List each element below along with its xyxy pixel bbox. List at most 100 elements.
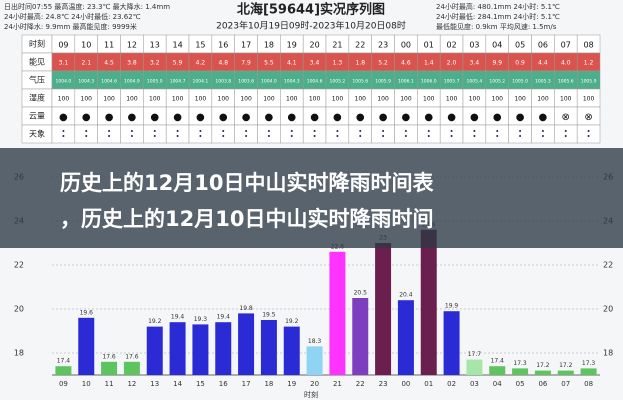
table-value: 9.9 — [492, 60, 502, 67]
table-value: 1.8 — [355, 60, 365, 67]
table-value: 03 — [469, 41, 479, 50]
x-tick-label: 13 — [150, 380, 159, 388]
table-value: 1004.1 — [193, 79, 209, 85]
table-value: 1004.7 — [170, 79, 186, 85]
table-value: 08 — [583, 41, 593, 50]
value-label: 17.3 — [513, 360, 527, 367]
table-value: 01 — [424, 41, 434, 50]
table-value: 17 — [241, 41, 251, 50]
table-value: 1005.0 — [512, 79, 528, 85]
x-tick-label: 12 — [127, 380, 136, 388]
table-value: 12 — [127, 41, 137, 50]
weather-dot — [199, 130, 202, 132]
table-value: 21 — [332, 41, 342, 50]
y-tick-label-right: 18 — [603, 349, 613, 358]
x-tick-label: 22 — [356, 380, 365, 388]
table-cell — [188, 124, 213, 144]
table-value: 100 — [377, 96, 389, 103]
stat-left: 24小时降水: 9.9mm 最高能见度: 9999米 — [4, 22, 137, 31]
table-cell — [394, 124, 418, 144]
table-value: ● — [242, 112, 251, 123]
table-value: 4.1 — [287, 60, 297, 67]
table-cell — [120, 124, 144, 144]
weather-dot — [290, 135, 293, 137]
value-label: 17.4 — [57, 358, 71, 365]
table-value: 1.2 — [584, 60, 594, 67]
table-value: ● — [539, 112, 548, 123]
table-value: 100 — [446, 96, 458, 103]
table-value: ● — [516, 112, 525, 123]
x-axis-label: 时刻 — [304, 390, 318, 399]
table-cell — [485, 124, 509, 144]
table-value: 15 — [195, 41, 205, 50]
row-label: 天象 — [29, 129, 45, 139]
bar — [557, 370, 574, 375]
value-label: 19.2 — [285, 318, 299, 325]
table-value: 100 — [263, 96, 275, 103]
table-cell — [234, 124, 258, 144]
value-label: 19.3 — [194, 316, 208, 323]
weather-dot — [290, 130, 293, 132]
weather-dot — [473, 135, 476, 137]
table-value: 09 — [58, 41, 68, 50]
table-value: 100 — [58, 96, 70, 103]
weather-dot — [267, 130, 270, 132]
stat-right: 24小时最低: 284.1mm 24小时: 5.1℃ — [436, 12, 560, 21]
value-label: 19.6 — [80, 309, 94, 316]
value-label: 19.8 — [239, 305, 253, 312]
bar — [215, 322, 232, 375]
table-cell — [51, 124, 76, 144]
weather-dot — [450, 130, 453, 132]
weather-dot — [382, 135, 385, 137]
value-label: 20.5 — [354, 290, 368, 297]
table-value: 1003.6 — [238, 79, 254, 85]
table-cell — [439, 124, 464, 144]
weather-dot — [519, 130, 522, 132]
x-tick-label: 20 — [310, 380, 319, 388]
value-label: 17.2 — [536, 362, 550, 369]
weather-dot — [427, 130, 430, 132]
weather-dot — [359, 135, 362, 137]
x-tick-label: 06 — [538, 380, 547, 388]
weather-dot — [108, 135, 111, 137]
x-tick-label: 18 — [264, 380, 273, 388]
table-value: 00 — [401, 41, 411, 50]
subtitle: 2023年10月19日09时-2023年10月20日08时 — [216, 20, 406, 32]
weather-dot — [199, 135, 202, 137]
table-value: 19 — [287, 41, 297, 50]
weather-dot — [313, 135, 316, 137]
table-value: 100 — [103, 96, 115, 103]
table-value: 4.5 — [104, 60, 114, 67]
table-cell — [211, 124, 235, 144]
weather-dot — [245, 135, 248, 137]
weather-dot — [130, 135, 133, 137]
value-label: 17.7 — [468, 351, 482, 358]
table-value: 100 — [355, 96, 367, 103]
row-label: 云量 — [29, 112, 45, 121]
table-value: 3.2 — [150, 60, 160, 67]
x-tick-label: 02 — [447, 380, 456, 388]
table-cell — [257, 124, 281, 144]
bar — [443, 311, 460, 375]
table-cell — [97, 124, 121, 144]
table-value: 13 — [150, 41, 160, 50]
table-value: 100 — [126, 96, 138, 103]
weather-dot — [427, 135, 430, 137]
table-cell — [302, 124, 327, 144]
weather-dot — [85, 135, 88, 137]
table-value: 5.5 — [264, 60, 274, 67]
x-tick-label: 16 — [219, 380, 228, 388]
y-tick-label: 18 — [14, 349, 24, 358]
table-value: ● — [265, 112, 274, 123]
x-tick-label: 07 — [561, 380, 570, 388]
table-value: ● — [59, 112, 68, 123]
table-value: 1.4 — [424, 60, 434, 67]
table-value: 1005.9 — [581, 79, 597, 85]
table-value: 1005.7 — [444, 79, 460, 85]
y-tick-label: 20 — [14, 305, 24, 314]
table-cell — [462, 124, 487, 144]
table-cell — [74, 124, 98, 144]
weather-dot — [541, 130, 544, 132]
bar — [329, 251, 346, 375]
